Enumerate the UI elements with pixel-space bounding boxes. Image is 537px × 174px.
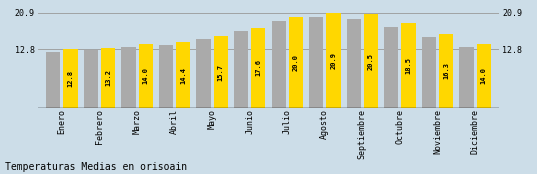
Bar bbox=[214, 36, 228, 108]
Bar bbox=[121, 47, 135, 108]
Bar bbox=[272, 21, 286, 108]
Text: 13.2: 13.2 bbox=[105, 69, 111, 86]
Text: 20.9: 20.9 bbox=[330, 52, 337, 69]
Text: 16.3: 16.3 bbox=[443, 62, 449, 79]
Text: 18.5: 18.5 bbox=[405, 57, 411, 74]
Bar bbox=[346, 19, 361, 108]
Bar bbox=[63, 49, 78, 108]
Bar bbox=[251, 27, 265, 108]
Bar bbox=[402, 23, 416, 108]
Bar bbox=[476, 44, 491, 108]
Text: 17.6: 17.6 bbox=[256, 59, 262, 76]
Text: 15.7: 15.7 bbox=[218, 64, 224, 81]
Text: 14.0: 14.0 bbox=[481, 68, 487, 84]
Text: 14.4: 14.4 bbox=[180, 66, 186, 84]
Bar bbox=[197, 39, 211, 108]
Bar bbox=[46, 52, 61, 108]
Bar bbox=[176, 42, 191, 108]
Bar bbox=[459, 47, 474, 108]
Text: 14.0: 14.0 bbox=[143, 68, 149, 84]
Bar bbox=[364, 14, 378, 108]
Bar bbox=[326, 13, 340, 108]
Bar bbox=[289, 17, 303, 108]
Bar bbox=[159, 45, 173, 108]
Text: 20.0: 20.0 bbox=[293, 54, 299, 71]
Bar bbox=[234, 31, 248, 108]
Bar bbox=[84, 50, 98, 108]
Text: 20.5: 20.5 bbox=[368, 53, 374, 70]
Bar bbox=[309, 17, 323, 108]
Bar bbox=[101, 48, 115, 108]
Text: 12.8: 12.8 bbox=[68, 70, 74, 87]
Bar bbox=[384, 27, 398, 108]
Bar bbox=[139, 44, 153, 108]
Bar bbox=[439, 34, 453, 108]
Bar bbox=[422, 37, 436, 108]
Text: Temperaturas Medias en orisoain: Temperaturas Medias en orisoain bbox=[5, 162, 187, 172]
